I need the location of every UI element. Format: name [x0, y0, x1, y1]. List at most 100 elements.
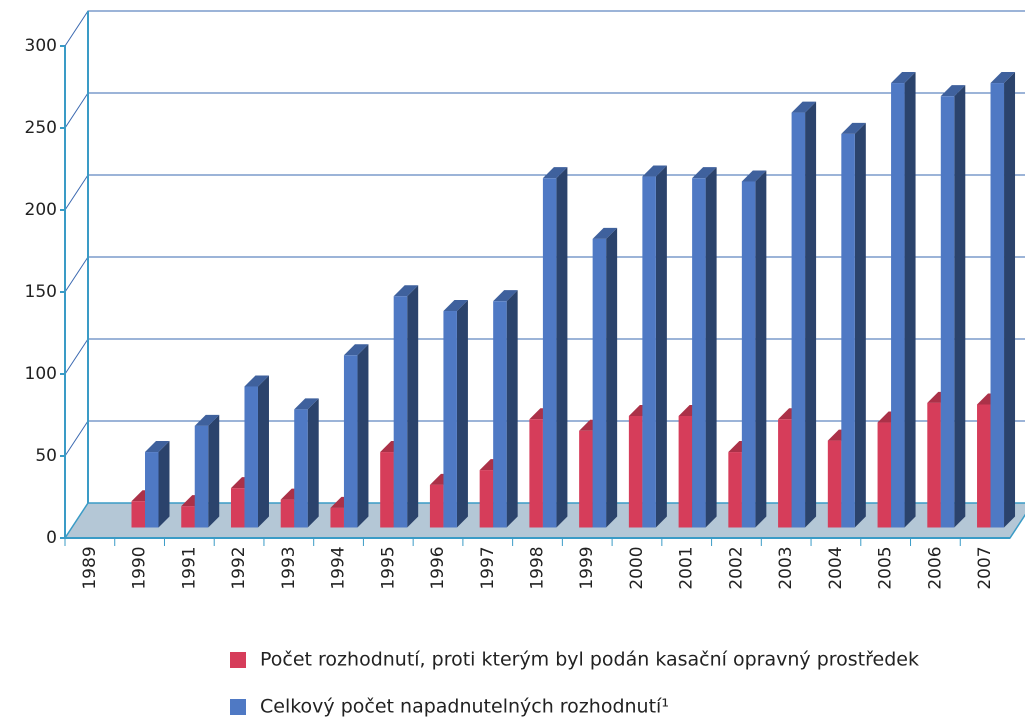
- bar-top: [891, 72, 916, 84]
- bar: [940, 96, 955, 528]
- bar: [692, 178, 706, 528]
- bar-top: [592, 227, 618, 239]
- y-tick-label: 200: [25, 200, 57, 220]
- x-tick-label: 1995: [378, 546, 398, 589]
- bar: [145, 452, 159, 528]
- bar: [741, 181, 756, 528]
- bar-top: [244, 375, 269, 387]
- x-tick-label: 1993: [279, 546, 299, 589]
- grid-line: [64, 92, 89, 129]
- grid-line: [64, 10, 89, 47]
- bar-side: [904, 72, 916, 528]
- grid-line: [64, 174, 89, 211]
- bar-side: [506, 290, 518, 528]
- bar: [592, 238, 607, 528]
- bar-side: [158, 441, 170, 528]
- bar: [393, 296, 408, 528]
- bar-top: [343, 344, 369, 356]
- bar: [194, 425, 209, 528]
- legend-label: Počet rozhodnutí, proti kterým byl podán…: [260, 649, 919, 671]
- bar: [841, 133, 855, 528]
- x-tick-label: 1992: [229, 546, 249, 589]
- bar: [827, 440, 842, 528]
- bar-top: [294, 398, 319, 410]
- bar-side: [456, 300, 468, 528]
- bar-side: [805, 101, 817, 528]
- bar-side: [208, 414, 220, 528]
- bar-top: [940, 85, 966, 97]
- bar-top: [393, 285, 419, 297]
- y-tick-label: 150: [25, 282, 57, 302]
- bar: [927, 402, 941, 528]
- bar: [380, 452, 394, 528]
- x-tick-label: 2001: [677, 546, 697, 589]
- bar: [131, 501, 146, 528]
- bar: [244, 386, 258, 528]
- bar-top: [990, 72, 1016, 84]
- x-tick-label: 1998: [528, 546, 548, 589]
- x-tick-label: 1989: [80, 546, 100, 589]
- bar-top: [542, 167, 568, 179]
- bar: [330, 507, 344, 528]
- bar: [294, 409, 308, 528]
- bar-top: [493, 290, 518, 302]
- x-tick-label: 2004: [826, 546, 846, 589]
- bar-side: [755, 170, 767, 528]
- bar-side: [357, 344, 369, 528]
- bar: [778, 419, 792, 528]
- bar: [990, 83, 1005, 528]
- bar-top: [145, 441, 170, 453]
- bar: [230, 488, 245, 528]
- bar-top: [692, 167, 717, 179]
- bar-side: [556, 167, 568, 528]
- bar-side: [1004, 72, 1016, 528]
- bar-top: [841, 122, 866, 134]
- bar-side: [307, 398, 319, 528]
- bar-side: [705, 167, 717, 528]
- bar: [542, 178, 557, 528]
- bar-top: [443, 300, 468, 312]
- bar: [977, 404, 991, 528]
- bar: [791, 112, 806, 528]
- x-tick-label: 2000: [627, 546, 647, 589]
- x-tick-label: 1991: [179, 546, 199, 589]
- bar-top: [791, 101, 817, 113]
- bar: [678, 415, 693, 528]
- bar: [877, 422, 892, 528]
- x-tick-label: 1996: [428, 546, 448, 589]
- bar: [628, 415, 643, 528]
- grid-line: [64, 420, 89, 457]
- bar: [493, 301, 507, 528]
- x-tick-label: 2005: [876, 546, 896, 589]
- x-tick-label: 2006: [925, 546, 945, 589]
- y-tick-label: 50: [35, 446, 57, 466]
- bar: [343, 355, 358, 528]
- bar-side: [407, 285, 419, 528]
- y-tick-label: 0: [46, 528, 57, 548]
- y-tick-label: 300: [25, 36, 57, 56]
- grid-line: [64, 338, 89, 375]
- x-tick-label: 2007: [975, 546, 995, 589]
- bar: [443, 311, 457, 528]
- bar: [642, 176, 656, 528]
- bar-side: [854, 122, 866, 528]
- x-tick-label: 2002: [726, 546, 746, 589]
- bar-side: [606, 227, 618, 528]
- bar: [579, 430, 593, 528]
- x-tick-label: 2003: [776, 546, 796, 589]
- legend-label: Celkový počet napadnutelných rozhodnutí¹: [260, 696, 669, 718]
- bar: [728, 452, 742, 528]
- x-tick-label: 1990: [130, 546, 150, 589]
- bar: [891, 83, 905, 528]
- bar: [479, 470, 494, 528]
- x-tick-label: 1994: [329, 546, 349, 589]
- bar: [529, 419, 543, 528]
- grid-line: [64, 256, 89, 293]
- legend-swatch: [230, 652, 246, 668]
- bar-top: [642, 165, 667, 177]
- bar: [429, 484, 444, 528]
- bar: [181, 506, 195, 528]
- x-tick-label: 1999: [577, 546, 597, 589]
- bar-top: [741, 170, 767, 182]
- bar: [280, 499, 295, 528]
